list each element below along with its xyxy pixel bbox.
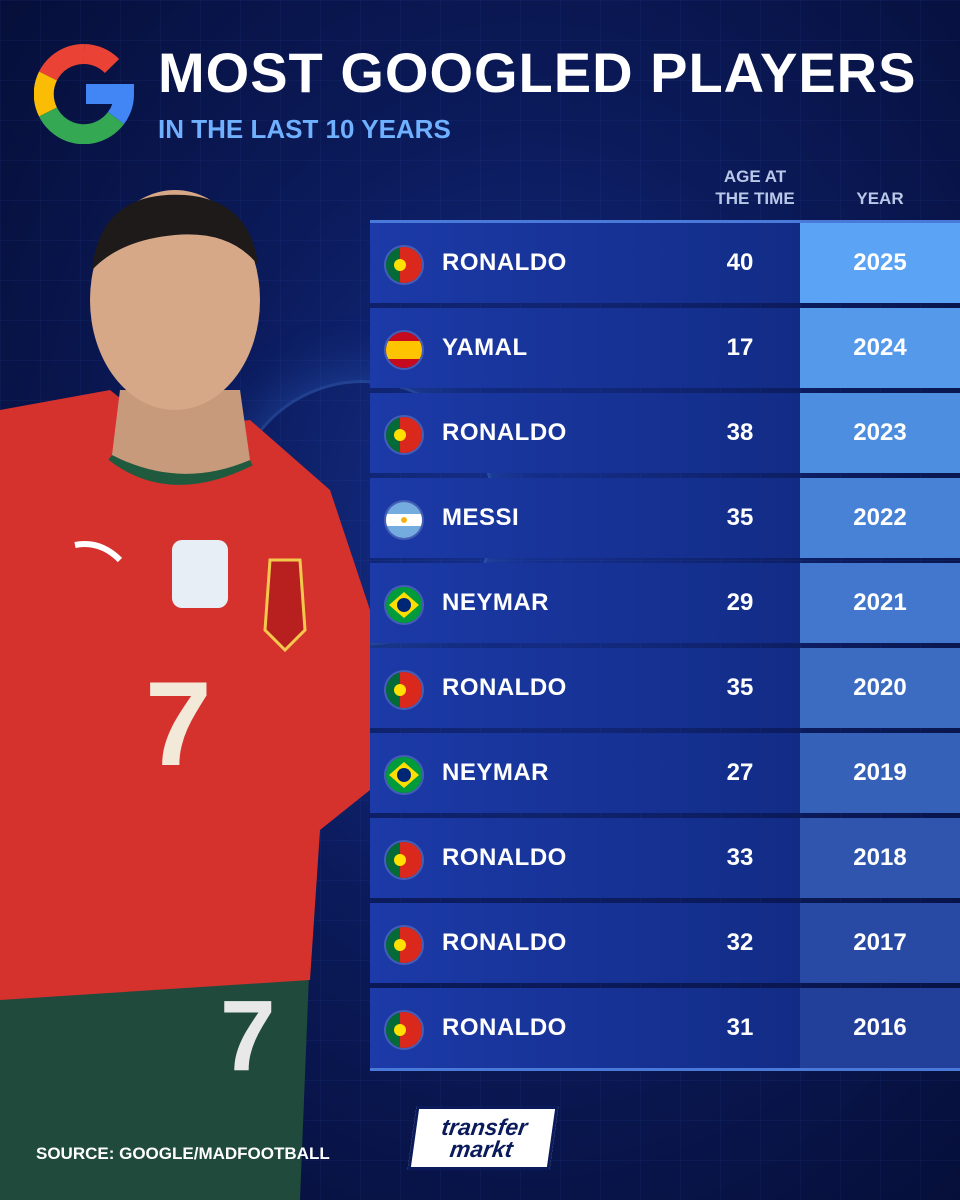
table-row: RONALDO 38 2023	[370, 393, 960, 473]
table-row: RONALDO 33 2018	[370, 818, 960, 898]
table-row: RONALDO 31 2016	[370, 988, 960, 1068]
transfermarkt-logo: transfer markt	[407, 1106, 559, 1170]
table-row: NEYMAR 29 2021	[370, 563, 960, 643]
player-age: 27	[726, 759, 754, 786]
row-main: RONALDO 32	[370, 903, 800, 983]
brazil-flag-icon	[384, 755, 424, 795]
row-year: 2023	[800, 393, 960, 473]
player-name: RONALDO	[442, 249, 567, 276]
player-name: RONALDO	[442, 1014, 567, 1041]
argentina-flag-icon	[384, 500, 424, 540]
table-row: RONALDO 40 2025	[370, 223, 960, 303]
row-main: MESSI 35	[370, 478, 800, 558]
portugal-flag-icon	[384, 670, 424, 710]
player-name: RONALDO	[442, 844, 567, 871]
spain-flag-icon	[384, 330, 424, 370]
row-year: 2020	[800, 648, 960, 728]
rankings-table: RONALDO 40 2025 YAMAL 17 2024 RONALDO 38…	[370, 220, 960, 1071]
player-age: 35	[726, 504, 754, 531]
year-column-header: YEAR	[856, 189, 904, 208]
player-age: 33	[726, 844, 754, 871]
player-age: 29	[726, 589, 754, 616]
row-main: RONALDO 31	[370, 988, 800, 1068]
table-row: RONALDO 35 2020	[370, 648, 960, 728]
row-year: 2022	[800, 478, 960, 558]
shorts-number: 7	[220, 980, 276, 1092]
player-age: 40	[726, 249, 754, 276]
table-row: NEYMAR 27 2019	[370, 733, 960, 813]
row-main: YAMAL 17	[370, 308, 800, 388]
player-name: RONALDO	[442, 419, 567, 446]
row-main: RONALDO 33	[370, 818, 800, 898]
row-main: NEYMAR 29	[370, 563, 800, 643]
row-year: 2024	[800, 308, 960, 388]
logo-line-2: markt	[448, 1136, 515, 1162]
row-year: 2025	[800, 223, 960, 303]
player-age: 31	[726, 1014, 754, 1041]
shirt-number: 7	[145, 657, 212, 791]
player-illustration: 7 7	[0, 190, 370, 1200]
player-name: NEYMAR	[442, 759, 550, 786]
age-column-header: AGE AT THE TIME	[700, 166, 810, 210]
row-year: 2017	[800, 903, 960, 983]
player-age: 38	[726, 419, 754, 446]
portugal-flag-icon	[384, 415, 424, 455]
row-year: 2018	[800, 818, 960, 898]
player-name: NEYMAR	[442, 589, 550, 616]
row-main: RONALDO 38	[370, 393, 800, 473]
player-name: RONALDO	[442, 929, 567, 956]
source-note: SOURCE: GOOGLE/MADFOOTBALL	[36, 1144, 330, 1163]
google-logo-icon	[34, 44, 134, 144]
player-age: 32	[726, 929, 754, 956]
player-name: YAMAL	[442, 334, 528, 361]
page-subtitle: IN THE LAST 10 YEARS	[158, 114, 451, 144]
page-title: MOST GOOGLED PLAYERS	[158, 41, 917, 104]
table-bottom-line	[370, 1068, 960, 1071]
age-column-header-text: AGE AT THE TIME	[715, 167, 795, 208]
player-name: RONALDO	[442, 674, 567, 701]
player-age: 17	[726, 334, 754, 361]
table-row: YAMAL 17 2024	[370, 308, 960, 388]
brazil-flag-icon	[384, 585, 424, 625]
portugal-flag-icon	[384, 925, 424, 965]
row-year: 2016	[800, 988, 960, 1068]
row-main: RONALDO 35	[370, 648, 800, 728]
row-main: RONALDO 40	[370, 223, 800, 303]
table-row: MESSI 35 2022	[370, 478, 960, 558]
portugal-flag-icon	[384, 245, 424, 285]
row-year: 2021	[800, 563, 960, 643]
portugal-flag-icon	[384, 840, 424, 880]
row-main: NEYMAR 27	[370, 733, 800, 813]
table-row: RONALDO 32 2017	[370, 903, 960, 983]
row-year: 2019	[800, 733, 960, 813]
portugal-flag-icon	[384, 1010, 424, 1050]
player-name: MESSI	[442, 504, 520, 531]
logo-line-1: transfer	[439, 1114, 530, 1140]
player-age: 35	[726, 674, 754, 701]
